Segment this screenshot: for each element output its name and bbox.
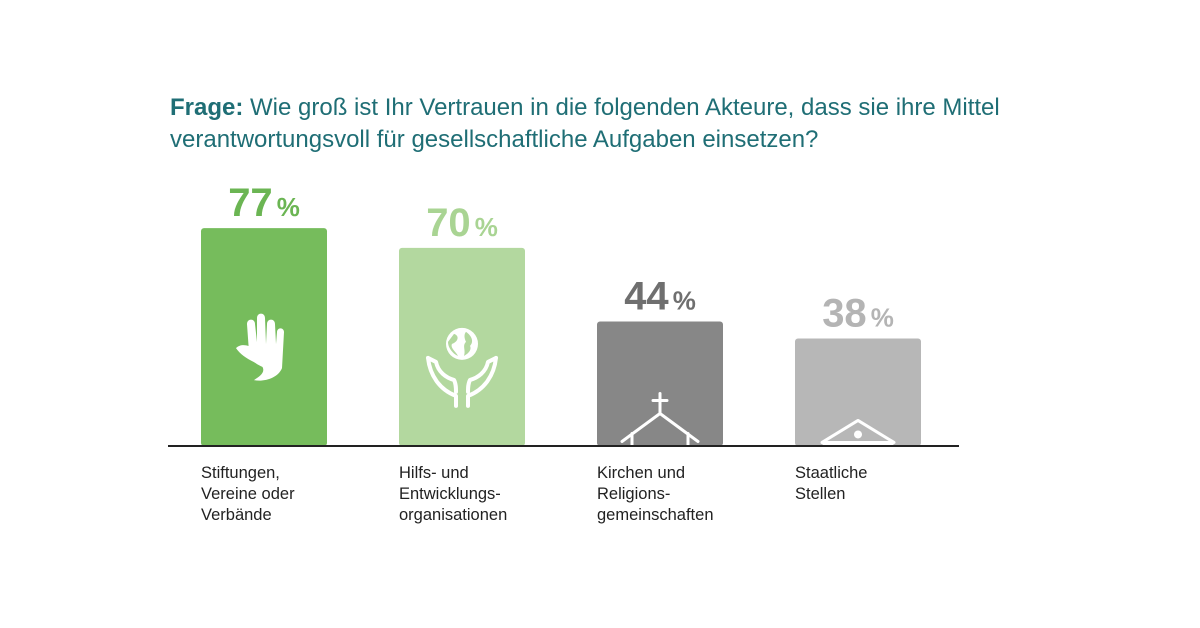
category-label-1: Stiftungen, Vereine oder Verbände	[201, 464, 295, 524]
question-label: Frage:	[170, 94, 244, 121]
category-label-4: Staatliche Stellen	[795, 464, 868, 503]
bar-3	[597, 321, 723, 446]
globe-in-hands-icon	[426, 327, 498, 408]
value-label-4: 38%	[822, 291, 894, 335]
government-building-icon	[820, 418, 896, 490]
value-label-3: 44%	[624, 274, 696, 318]
question-body: Wie groß ist Ihr Vertrauen in die folgen…	[170, 94, 1000, 153]
category-label-3: Kirchen und Religions- gemeinschaften	[597, 464, 714, 524]
church-icon	[620, 391, 700, 477]
bar-4	[795, 338, 921, 446]
helping-hands-icon	[236, 313, 284, 381]
category-label-2: Hilfs- und Entwicklungs- organisationen	[399, 464, 508, 524]
value-label-1: 77%	[228, 181, 300, 225]
value-label-2: 70%	[426, 201, 498, 245]
question-text: Frage: Wie groß ist Ihr Vertrauen in die…	[170, 92, 1070, 156]
